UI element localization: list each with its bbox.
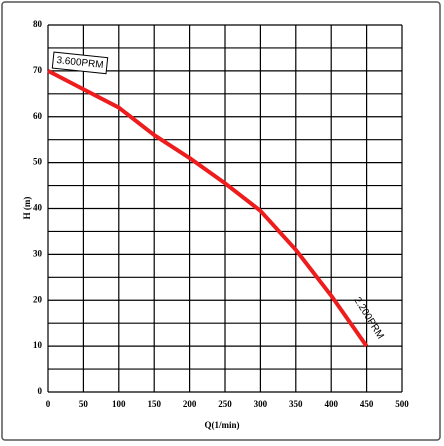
frame — [1, 1, 441, 441]
y-tick-label: 0 — [38, 386, 43, 396]
y-tick-label: 80 — [33, 19, 43, 29]
x-tick-label: 400 — [324, 399, 338, 409]
x-axis-label: Q(1/min) — [205, 420, 240, 430]
x-tick-label: 150 — [147, 399, 161, 409]
curve — [47, 69, 369, 348]
y-tick-label: 70 — [33, 65, 43, 75]
annotation-box — [51, 51, 109, 75]
x-tick-label: 450 — [360, 399, 374, 409]
x-tick-label: 0 — [46, 399, 51, 409]
y-tick-label: 10 — [33, 340, 43, 350]
annotation-text: 3.600PRM — [56, 55, 104, 71]
y-tick-label: 30 — [33, 248, 43, 258]
x-tick-label: 250 — [218, 399, 232, 409]
x-tick-label: 200 — [183, 399, 197, 409]
x-tick-label: 350 — [289, 399, 303, 409]
x-tick-label: 500 — [395, 399, 409, 409]
x-tick-label: 300 — [254, 399, 268, 409]
x-tick-label: 100 — [112, 399, 126, 409]
y-axis-label: H (m) — [22, 197, 32, 220]
y-tick-label: 20 — [33, 294, 43, 304]
y-tick-label: 50 — [33, 157, 43, 167]
annotation: 3.600PRM — [51, 51, 109, 75]
x-tick-label: 50 — [79, 399, 89, 409]
y-tick-label: 60 — [33, 111, 43, 121]
y-tick-label: 40 — [33, 203, 43, 213]
